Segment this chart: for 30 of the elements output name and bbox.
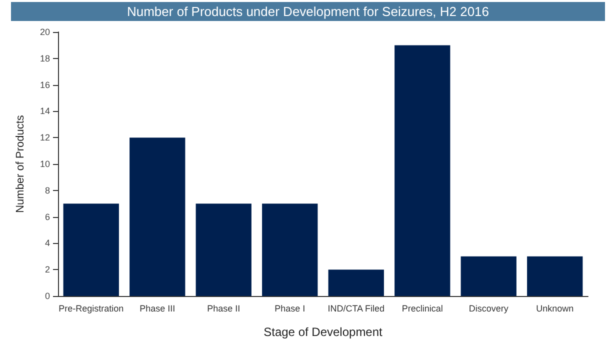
x-tick-label: Unknown [536, 304, 574, 314]
y-tick-label: 10 [40, 159, 50, 169]
y-tick-label: 12 [40, 132, 50, 143]
x-tick-label: Discovery [468, 304, 509, 314]
y-tick-label: 18 [40, 53, 50, 64]
bar [262, 204, 318, 296]
y-tick-label: 8 [44, 185, 50, 196]
y-tick-label: 16 [40, 80, 50, 90]
chart-title: Number of Products under Development for Seizures, H2 2016 [11, 2, 605, 21]
bar [394, 45, 450, 296]
bar [196, 204, 252, 296]
x-tick-label: Preclinical [402, 304, 443, 314]
x-tick-label: Phase I [274, 304, 306, 314]
y-tick-label: 6 [44, 212, 50, 222]
bar [130, 138, 186, 296]
x-tick-label: Phase III [140, 304, 176, 314]
y-tick-label: 4 [44, 238, 50, 248]
x-axis-title: Stage of Development [264, 325, 384, 339]
x-tick-label: Phase II [207, 304, 240, 314]
y-tick-label: 0 [44, 291, 50, 301]
y-axis-title: Number of Products [14, 114, 26, 213]
x-tick-label: IND/CTA Filed [328, 304, 385, 314]
bar [328, 270, 384, 296]
y-tick-label: 20 [40, 27, 50, 37]
y-tick-label: 2 [44, 264, 50, 275]
bar [527, 256, 583, 296]
y-tick-label: 14 [40, 106, 50, 116]
x-tick-label: Pre-Registration [58, 304, 124, 314]
bar [63, 204, 119, 296]
bar [460, 256, 516, 296]
